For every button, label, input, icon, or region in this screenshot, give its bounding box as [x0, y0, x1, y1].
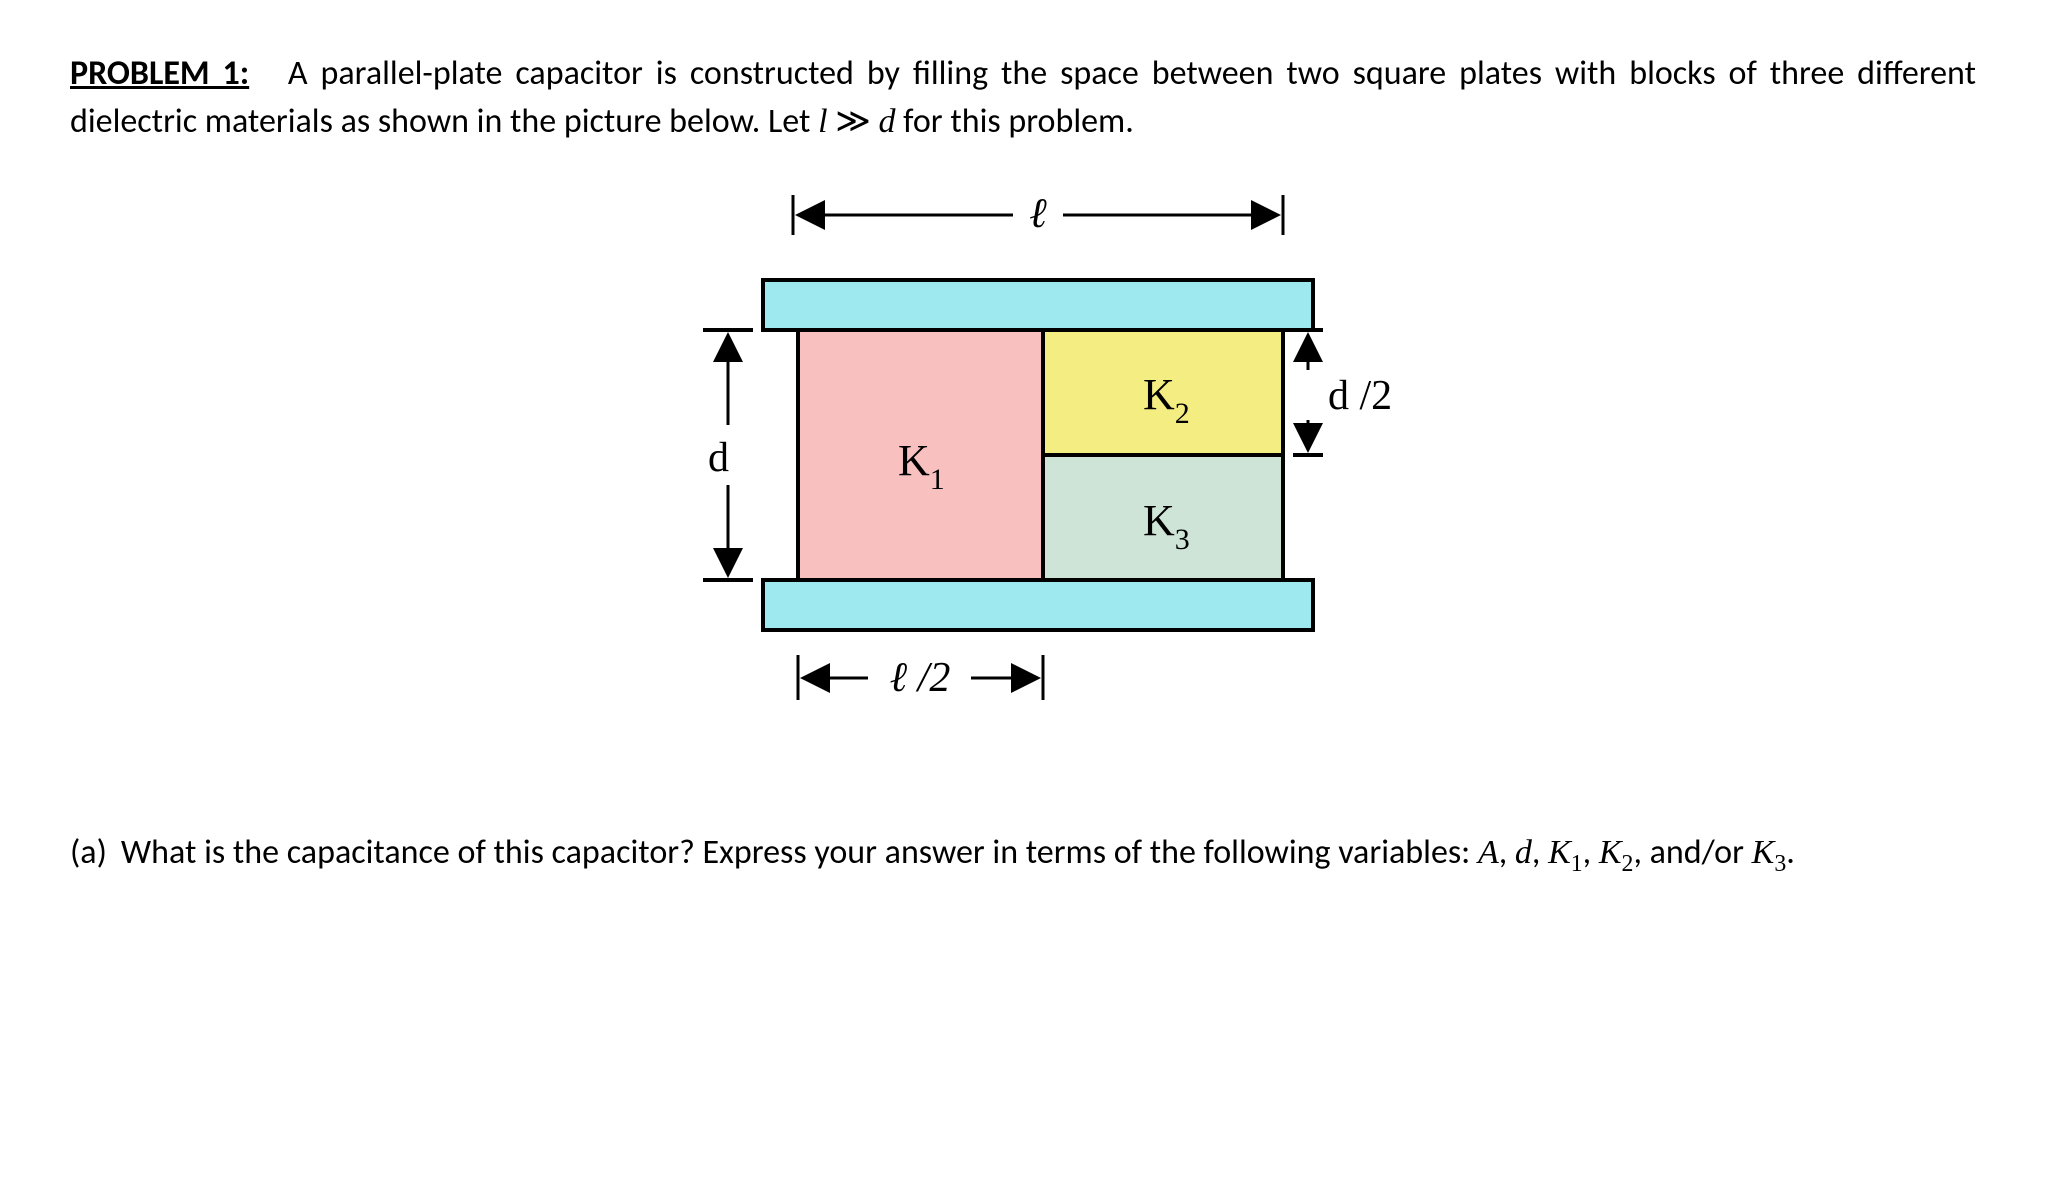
problem-text-2: for this problem. [896, 101, 1134, 142]
rel-gg: ≫ [828, 101, 879, 142]
pa-K1: K1 [1548, 834, 1583, 871]
pa-d: d [1515, 834, 1532, 871]
dim-label-l2: ℓ /2 [890, 655, 951, 701]
pa-c2: , [1532, 832, 1548, 873]
bottom-plate [763, 580, 1313, 630]
part-a-label: (a) [70, 829, 107, 881]
pa-A: A [1478, 834, 1499, 871]
dim-label-d: d [708, 435, 729, 481]
dim-label-l: ℓ [1029, 191, 1047, 237]
pa-q1: What is the capacitance of this capacito… [121, 832, 1478, 873]
pa-K2: K2 [1599, 834, 1634, 871]
part-a-body: What is the capacitance of this capacito… [121, 829, 1976, 881]
pa-c4: , and/or [1633, 832, 1751, 873]
pa-K3: K3 [1752, 834, 1787, 871]
pa-period: . [1786, 832, 1795, 873]
var-l: l [818, 103, 827, 140]
var-d: d [879, 103, 896, 140]
figure-container: ℓ d d /2 ℓ /2 K1 K2 K3 [70, 175, 1976, 789]
capacitor-diagram: ℓ d d /2 ℓ /2 K1 K2 K3 [643, 175, 1403, 775]
part-a: (a) What is the capacitance of this capa… [70, 829, 1976, 881]
problem-statement: PROBLEM 1: A parallel-plate capacitor is… [70, 50, 1976, 145]
pa-c3: , [1583, 832, 1599, 873]
top-plate [763, 280, 1313, 330]
problem-label: PROBLEM 1: [70, 53, 249, 94]
dim-label-d2: d /2 [1328, 373, 1392, 419]
pa-c1: , [1499, 832, 1515, 873]
